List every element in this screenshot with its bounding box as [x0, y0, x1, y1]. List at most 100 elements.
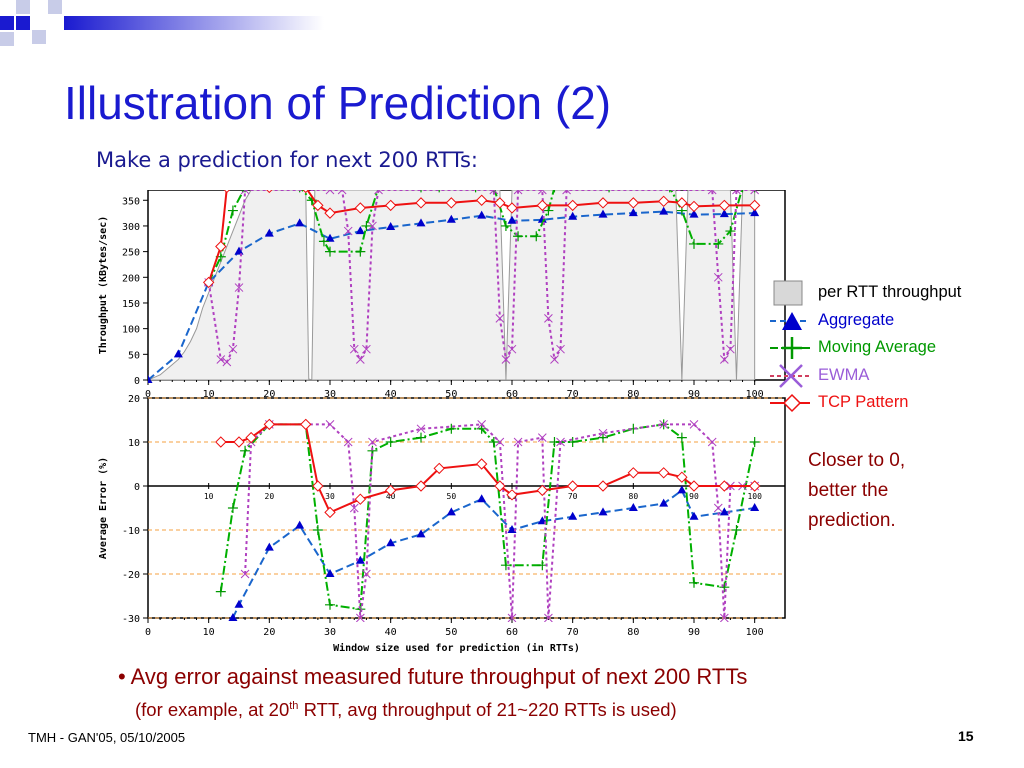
data-point-moving-average [608, 190, 610, 193]
data-point-aggregate [719, 209, 729, 218]
data-point-ewma [355, 355, 365, 364]
data-point-aggregate [689, 209, 699, 218]
x-tick-label: 80 [627, 627, 639, 638]
data-point-aggregate [416, 529, 426, 538]
data-point-tcp-pattern [566, 480, 579, 492]
y-tick-label: 20 [128, 394, 140, 405]
x-tick-label: 50 [445, 389, 457, 400]
zero-axis-tick-label: 30 [325, 492, 335, 501]
data-point-aggregate [295, 520, 305, 529]
data-point-moving-average [215, 586, 226, 597]
data-point-aggregate [477, 210, 487, 219]
data-point-tcp-pattern [536, 199, 549, 212]
data-point-ewma [368, 221, 377, 231]
y-tick-label: 0 [134, 482, 140, 493]
plus-marker-icon [770, 337, 810, 359]
data-point-ewma [343, 226, 353, 236]
data-point-aggregate [677, 485, 687, 494]
data-point-moving-average [488, 437, 499, 447]
x-tick-label: 20 [263, 389, 275, 400]
data-point-tcp-pattern [324, 207, 336, 219]
data-point-moving-average [500, 220, 511, 231]
data-point-moving-average [355, 246, 366, 257]
data-point-ewma [228, 344, 238, 354]
data-point-tcp-pattern [445, 197, 458, 209]
data-point-aggregate [446, 507, 456, 516]
data-point-moving-average [227, 503, 238, 513]
data-point-aggregate [416, 218, 426, 227]
note-line: prediction. [808, 510, 896, 531]
data-point-ewma [719, 355, 729, 364]
slide-subtitle: Make a prediction for next 200 RTTs: [96, 148, 478, 172]
x-tick-label: 50 [445, 627, 457, 638]
data-point-ewma [507, 613, 517, 622]
data-point-ewma [659, 420, 669, 429]
data-point-tcp-pattern [718, 199, 731, 212]
data-point-tcp-pattern [688, 200, 700, 213]
y-tick-label: 10 [128, 438, 140, 449]
data-point-tcp-pattern [202, 276, 215, 289]
diamond-marker-icon [770, 393, 810, 413]
y-axis-label: Average Error (%) [98, 457, 109, 559]
data-point-moving-average [438, 190, 440, 193]
data-point-tcp-pattern [433, 462, 445, 475]
x-tick-label: 20 [263, 627, 275, 638]
x-tick-label: 30 [324, 389, 336, 400]
y-tick-label: 100 [122, 325, 140, 336]
y-tick-label: 50 [128, 350, 140, 361]
data-point-aggregate [750, 503, 760, 511]
data-point-ewma [234, 283, 244, 292]
data-point-aggregate [386, 538, 396, 547]
data-point-tcp-pattern [536, 484, 549, 497]
zero-axis-tick-label: 20 [265, 492, 275, 501]
data-point-aggregate [598, 507, 608, 516]
data-point-ewma [598, 428, 608, 438]
data-point-aggregate [386, 221, 396, 230]
data-point-tcp-pattern [223, 190, 231, 194]
y-tick-label: 250 [122, 248, 140, 259]
data-point-aggregate [325, 569, 335, 577]
x-tick-label: 90 [688, 627, 700, 638]
data-point-moving-average [553, 190, 556, 193]
data-point-ewma [750, 190, 760, 195]
x-axis-label: Window size used for prediction (in RTTs… [333, 642, 580, 654]
data-point-tcp-pattern [657, 195, 670, 208]
data-point-moving-average [325, 599, 335, 610]
legend-label-tcp-pattern: TCP Pattern [818, 393, 909, 411]
data-point-tcp-pattern [266, 190, 273, 194]
data-point-ewma [507, 344, 517, 354]
data-point-tcp-pattern [354, 493, 367, 505]
data-point-ewma [707, 190, 717, 195]
data-point-aggregate [355, 226, 365, 235]
data-point-moving-average [754, 190, 756, 193]
data-point-ewma [537, 190, 547, 195]
data-point-ewma [240, 190, 250, 195]
zero-axis-tick-label: 90 [689, 492, 699, 501]
data-point-tcp-pattern [718, 480, 731, 492]
data-point-tcp-pattern [748, 199, 761, 212]
y-tick-label: 300 [122, 222, 140, 233]
zero-axis-tick-label: 40 [386, 492, 396, 501]
data-point-tcp-pattern [676, 197, 688, 209]
data-point-ewma [726, 344, 735, 354]
y-tick-label: -20 [122, 570, 140, 581]
data-point-aggregate [568, 511, 578, 520]
data-point-ewma [732, 190, 741, 195]
zero-axis-tick-label: 80 [629, 492, 639, 501]
bullet-example-post: RTT, avg throughput of 21~220 RTTs is us… [298, 699, 677, 720]
data-point-tcp-pattern [597, 197, 609, 209]
data-point-tcp-pattern [245, 431, 257, 444]
x-tick-label: 60 [506, 627, 518, 638]
data-point-aggregate [659, 498, 669, 507]
average-error-chart: -30-20-100102001010202030304040505060607… [98, 394, 786, 654]
data-point-ewma [562, 190, 571, 195]
data-point-moving-average [500, 560, 511, 571]
data-point-ewma [501, 355, 511, 364]
data-point-aggregate [477, 494, 487, 503]
data-point-ewma [362, 569, 371, 579]
bullet-point: • Avg error against measured future thro… [118, 664, 748, 689]
data-point-aggregate [234, 599, 244, 608]
data-point-tcp-pattern [263, 418, 276, 431]
triangle-marker-icon [770, 311, 810, 330]
corner-decoration [0, 0, 330, 60]
